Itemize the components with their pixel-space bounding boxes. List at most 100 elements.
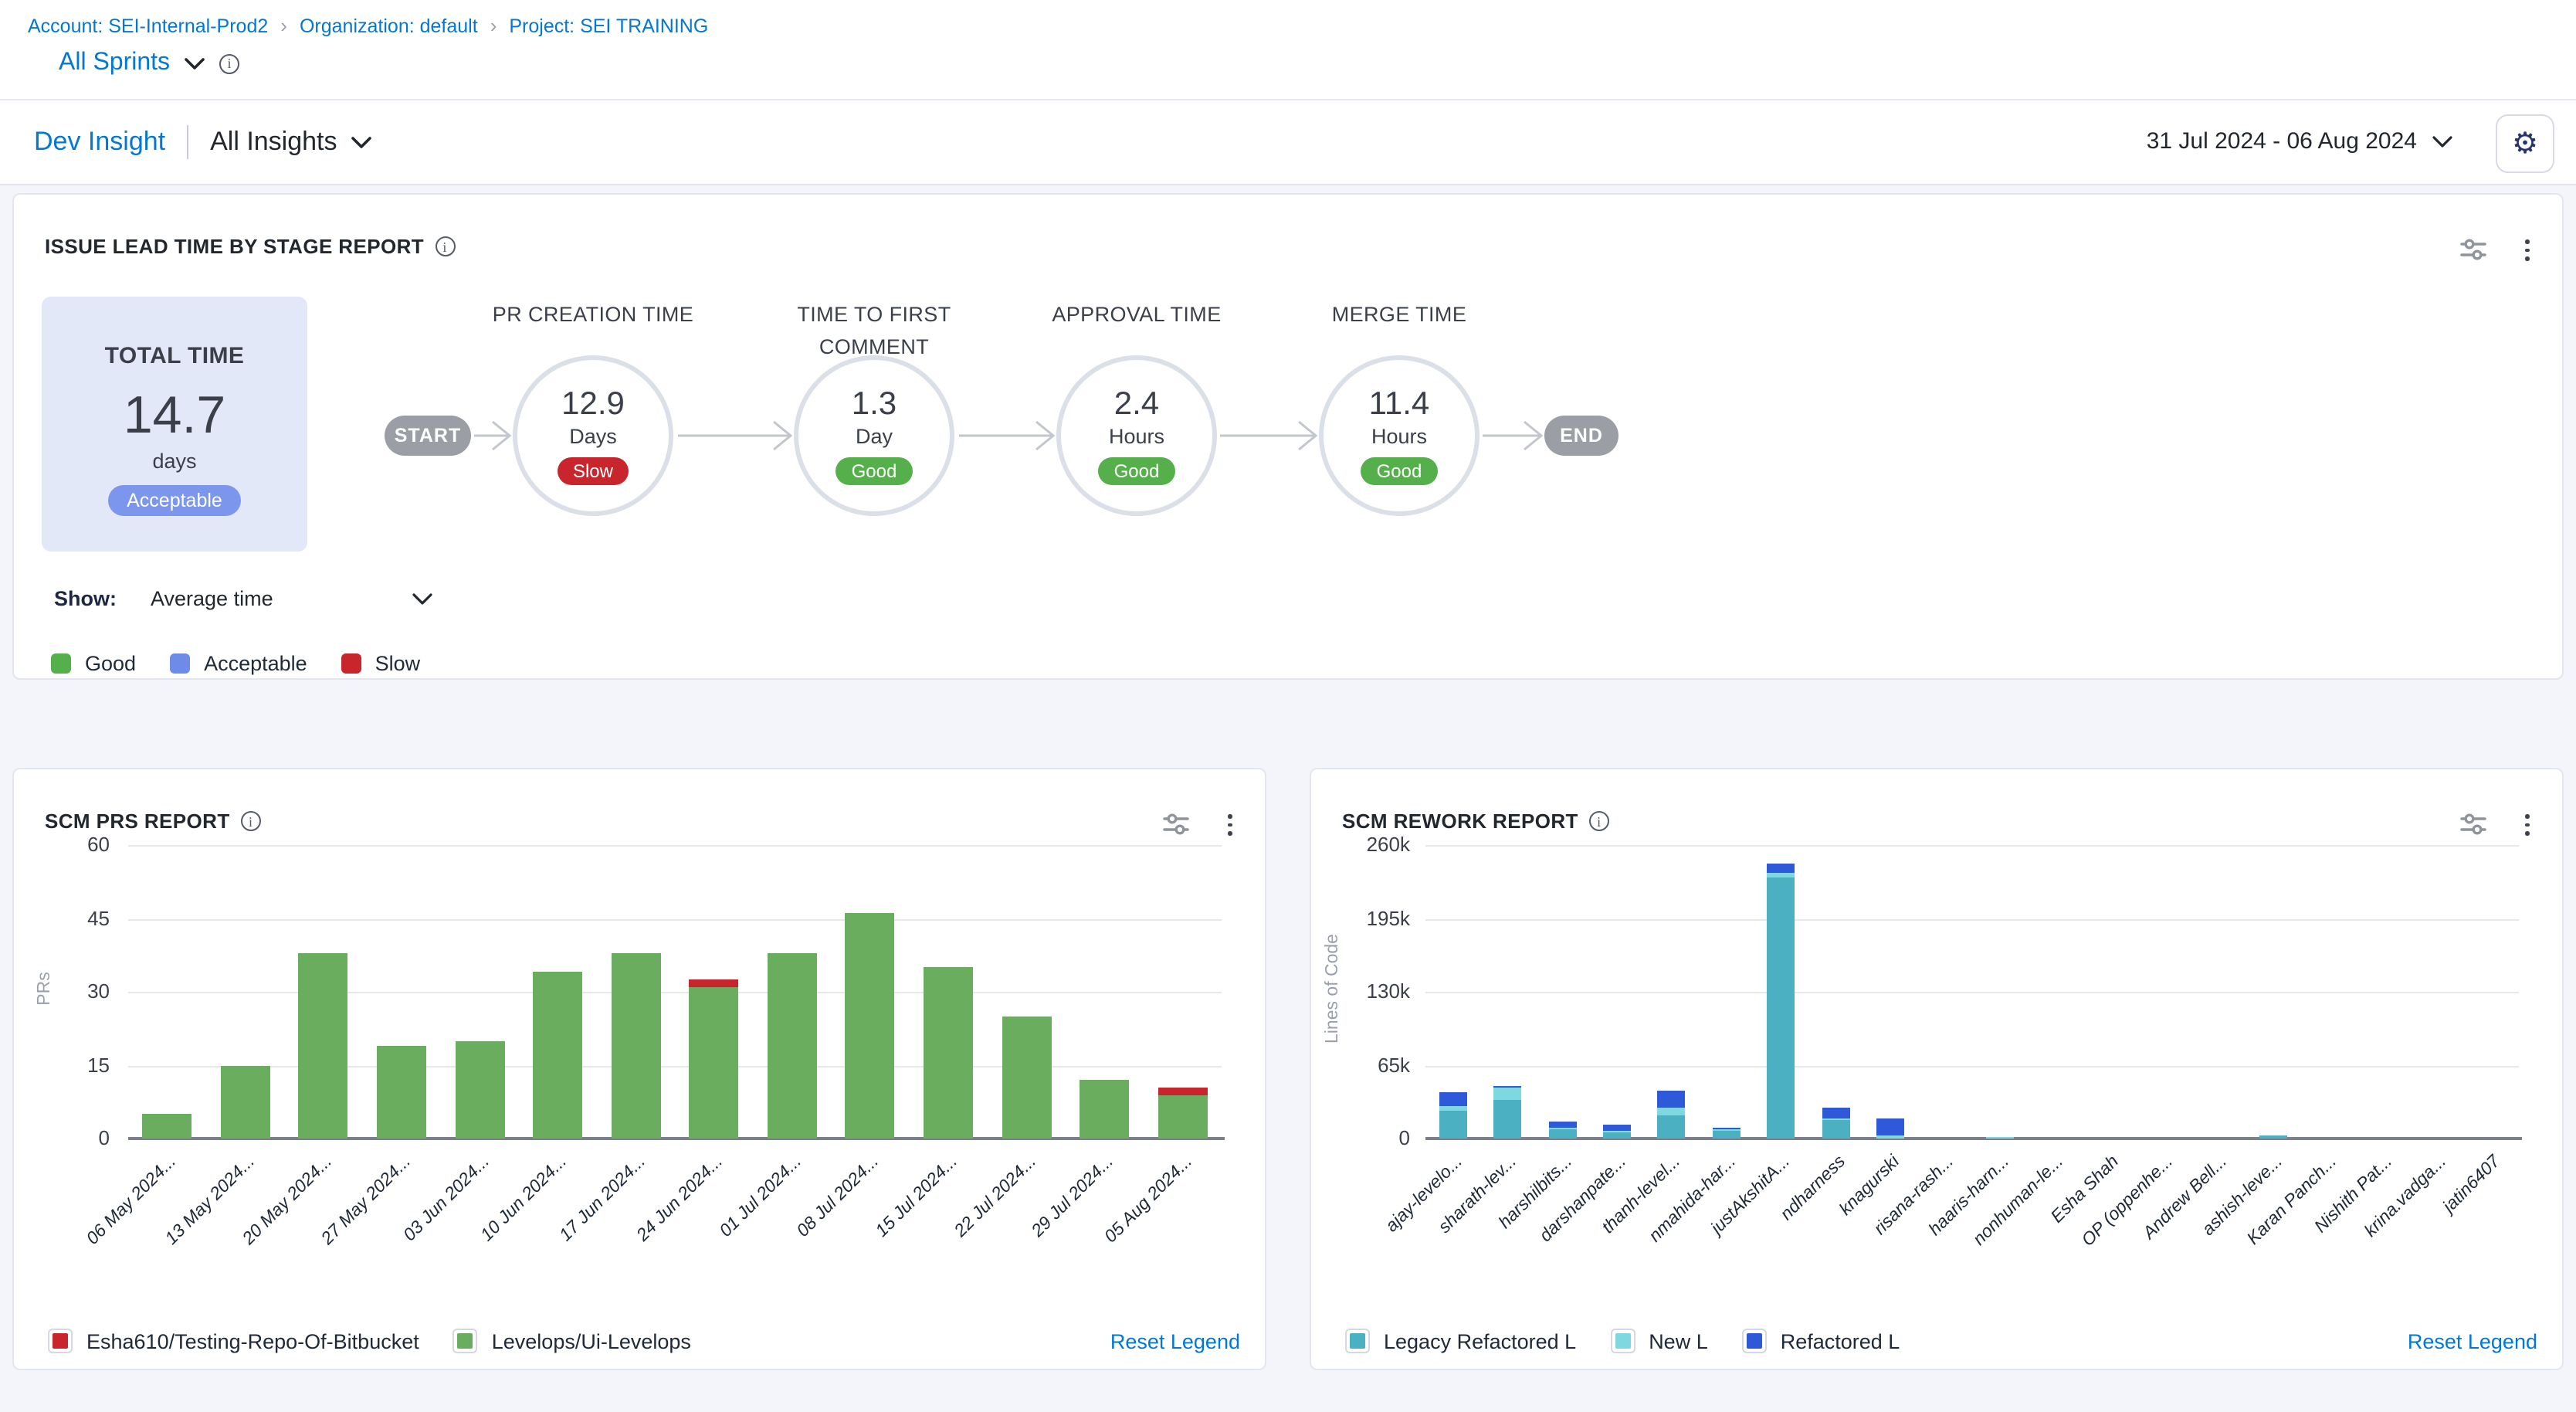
bar-segment[interactable] bbox=[689, 986, 739, 1139]
sliders-icon[interactable] bbox=[2461, 239, 2487, 262]
bar-segment[interactable] bbox=[1657, 1108, 1686, 1115]
chevron-down-icon[interactable] bbox=[2432, 135, 2452, 148]
breadcrumb-organization-link[interactable]: Organization: default bbox=[299, 15, 478, 36]
bar-segment[interactable] bbox=[1602, 1124, 1631, 1131]
legend-item[interactable]: Refactored L bbox=[1741, 1329, 1900, 1353]
y-tick-label: 30 bbox=[87, 979, 110, 1003]
bar-segment[interactable] bbox=[1712, 1129, 1740, 1131]
sprint-selector-label[interactable]: All Sprints bbox=[59, 49, 171, 76]
bar-segment[interactable] bbox=[298, 952, 348, 1139]
stage-circle[interactable]: 12.9 Days Slow bbox=[513, 355, 673, 516]
bar-segment[interactable] bbox=[455, 1040, 505, 1139]
stage-rating-badge: Good bbox=[1098, 457, 1175, 485]
bar-segment[interactable] bbox=[1493, 1100, 1522, 1139]
bar-segment[interactable] bbox=[924, 967, 973, 1139]
bar-segment[interactable] bbox=[1439, 1105, 1467, 1111]
chevron-down-icon[interactable] bbox=[412, 592, 432, 605]
insights-dropdown[interactable]: All Insights bbox=[210, 127, 372, 158]
total-time-card: TOTAL TIME 14.7 days Acceptable bbox=[42, 297, 307, 552]
bar-segment[interactable] bbox=[1985, 1136, 2014, 1139]
bar-segment[interactable] bbox=[1548, 1129, 1576, 1139]
legend-item[interactable]: Acceptable bbox=[170, 652, 307, 675]
stage-circle[interactable]: 2.4 Hours Good bbox=[1056, 355, 1217, 516]
kebab-menu-icon[interactable] bbox=[2521, 813, 2534, 837]
legend-item[interactable]: Good bbox=[51, 652, 136, 675]
kebab-menu-icon[interactable] bbox=[1224, 813, 1237, 837]
x-tick-label: 13 May 2024... bbox=[162, 1152, 259, 1249]
bar-segment[interactable] bbox=[377, 1045, 426, 1139]
scm-prs-legend: Esha610/Testing-Repo-Of-Bitbucket Levelop… bbox=[48, 1329, 1240, 1353]
stage-rating-badge: Good bbox=[836, 457, 913, 485]
x-tick-label: 29 Jul 2024... bbox=[1029, 1152, 1118, 1241]
info-icon: i bbox=[1588, 811, 1609, 831]
bar-segment[interactable] bbox=[1657, 1115, 1686, 1139]
bar-segment[interactable] bbox=[220, 1065, 270, 1139]
settings-button[interactable]: ⚙ bbox=[2496, 114, 2554, 173]
stage-circle[interactable]: 11.4 Hours Good bbox=[1319, 355, 1480, 516]
bar-segment[interactable] bbox=[1439, 1110, 1467, 1139]
bar-segment[interactable] bbox=[1602, 1132, 1631, 1139]
bar-segment[interactable] bbox=[2259, 1135, 2287, 1139]
legend-item[interactable]: Levelops/Ui-Levelops bbox=[452, 1329, 691, 1353]
legend-item[interactable]: New L bbox=[1610, 1329, 1708, 1353]
bar-segment[interactable] bbox=[1876, 1135, 1904, 1139]
date-range-picker[interactable]: 31 Jul 2024 - 06 Aug 2024 bbox=[2147, 128, 2452, 154]
bar-segment[interactable] bbox=[1548, 1122, 1576, 1128]
chevron-right-icon: › bbox=[280, 14, 287, 37]
chevron-down-icon[interactable] bbox=[184, 56, 205, 70]
legend-label: Refactored L bbox=[1780, 1329, 1900, 1353]
show-filter-label: Show: bbox=[54, 587, 117, 610]
stage-name: MERGE TIME bbox=[1331, 303, 1467, 326]
bar-segment[interactable] bbox=[142, 1114, 192, 1139]
bar-segment[interactable] bbox=[1158, 1087, 1208, 1095]
bar-segment[interactable] bbox=[1493, 1085, 1522, 1088]
date-range-label[interactable]: 31 Jul 2024 - 06 Aug 2024 bbox=[2146, 128, 2417, 154]
bar-segment[interactable] bbox=[1822, 1119, 1849, 1139]
legend-item[interactable]: Slow bbox=[341, 652, 420, 675]
insights-dropdown-label[interactable]: All Insights bbox=[210, 127, 337, 156]
legend-item[interactable]: Esha610/Testing-Repo-Of-Bitbucket bbox=[48, 1329, 419, 1353]
bar-segment[interactable] bbox=[1712, 1130, 1740, 1139]
stage-circle[interactable]: 1.3 Day Good bbox=[794, 355, 954, 516]
bar-segment[interactable] bbox=[1002, 1016, 1052, 1139]
legend-item[interactable]: Legacy Refactored L bbox=[1345, 1329, 1576, 1353]
bar-segment[interactable] bbox=[611, 952, 661, 1139]
bar-segment[interactable] bbox=[1767, 877, 1795, 1139]
bar-segment[interactable] bbox=[1080, 1080, 1130, 1139]
stage-unit: Hours bbox=[1371, 425, 1427, 448]
bar-segment[interactable] bbox=[845, 913, 895, 1139]
bar-segment[interactable] bbox=[1876, 1118, 1904, 1135]
bar-segment[interactable] bbox=[1548, 1127, 1576, 1130]
bar-segment[interactable] bbox=[1602, 1130, 1631, 1133]
breadcrumb-project-link[interactable]: Project: SEI TRAINING bbox=[509, 15, 709, 36]
bar-segment[interactable] bbox=[1493, 1088, 1522, 1101]
kebab-menu-icon[interactable] bbox=[2521, 238, 2534, 263]
stage-value: 1.3 bbox=[851, 386, 897, 422]
legend-swatch bbox=[51, 653, 71, 674]
y-tick-label: 60 bbox=[87, 833, 110, 856]
bar-segment[interactable] bbox=[1439, 1092, 1467, 1106]
reset-legend-link[interactable]: Reset Legend bbox=[1110, 1329, 1240, 1353]
bar-segment[interactable] bbox=[1158, 1095, 1208, 1139]
show-filter-value[interactable]: Average time bbox=[151, 587, 273, 610]
chevron-down-icon[interactable] bbox=[351, 135, 373, 149]
bar-segment[interactable] bbox=[533, 972, 583, 1139]
bar-segment[interactable] bbox=[1767, 872, 1795, 878]
x-tick-label: 10 Jun 2024... bbox=[478, 1152, 571, 1246]
bar-segment[interactable] bbox=[1767, 864, 1795, 873]
bar-segment[interactable] bbox=[1657, 1091, 1686, 1108]
sliders-icon[interactable] bbox=[1164, 813, 1190, 837]
bar-segment[interactable] bbox=[689, 979, 739, 987]
bar-segment[interactable] bbox=[1822, 1107, 1849, 1118]
reset-legend-link[interactable]: Reset Legend bbox=[2407, 1329, 2537, 1353]
sprint-selector[interactable]: All Sprints i bbox=[59, 49, 240, 77]
legend-label: Esha610/Testing-Repo-Of-Bitbucket bbox=[86, 1329, 419, 1353]
sliders-icon[interactable] bbox=[2461, 813, 2487, 837]
breadcrumb-account-link[interactable]: Account: SEI-Internal-Prod2 bbox=[28, 15, 269, 36]
stage-name: PR CREATION TIME bbox=[492, 303, 694, 326]
insight-name-link[interactable]: Dev Insight bbox=[34, 127, 166, 156]
bar-segment[interactable] bbox=[767, 952, 817, 1139]
x-tick-label: 27 May 2024... bbox=[318, 1152, 415, 1249]
bar-segment[interactable] bbox=[1822, 1118, 1849, 1120]
